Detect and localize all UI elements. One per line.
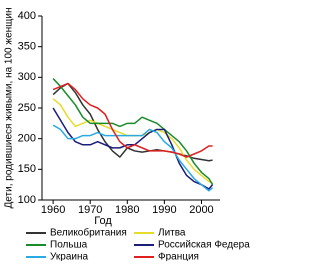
x-tick-label: 1980: [115, 204, 139, 216]
y-tick-label: 250: [18, 102, 36, 114]
legend-label: Литва: [158, 228, 186, 239]
series-line: [52, 82, 213, 162]
chart: Год Дети, родившиеся живыми, на 100 женщ…: [4, 8, 267, 263]
y-tick-label: 200: [18, 133, 36, 145]
series-line: [52, 82, 213, 158]
series-line: [52, 78, 214, 186]
legend-label: Польша: [50, 240, 88, 251]
legend-label: Украина: [50, 252, 89, 261]
y-tick-label: 300: [18, 71, 36, 83]
x-tick-label: 1990: [152, 204, 176, 216]
series-line: [52, 107, 214, 190]
legend-label: Франция: [158, 252, 199, 261]
legend-label: Российская Федерация: [158, 240, 250, 251]
x-tick-label: 1970: [78, 204, 102, 216]
y-tick-label: 350: [18, 41, 36, 53]
x-tick-label: 2000: [189, 204, 213, 216]
x-tick-label: 1960: [41, 204, 65, 216]
y-axis-title: Дети, родившиеся живыми, на 100 женщин: [4, 8, 15, 209]
series-line: [52, 98, 213, 184]
y-tick-label: 150: [18, 163, 36, 175]
x-axis-title: Год: [94, 215, 112, 227]
y-tick-label: 400: [18, 10, 36, 22]
legend-label: Великобритания: [50, 227, 127, 239]
series-line: [52, 124, 214, 192]
y-tick-label: 100: [18, 194, 36, 206]
